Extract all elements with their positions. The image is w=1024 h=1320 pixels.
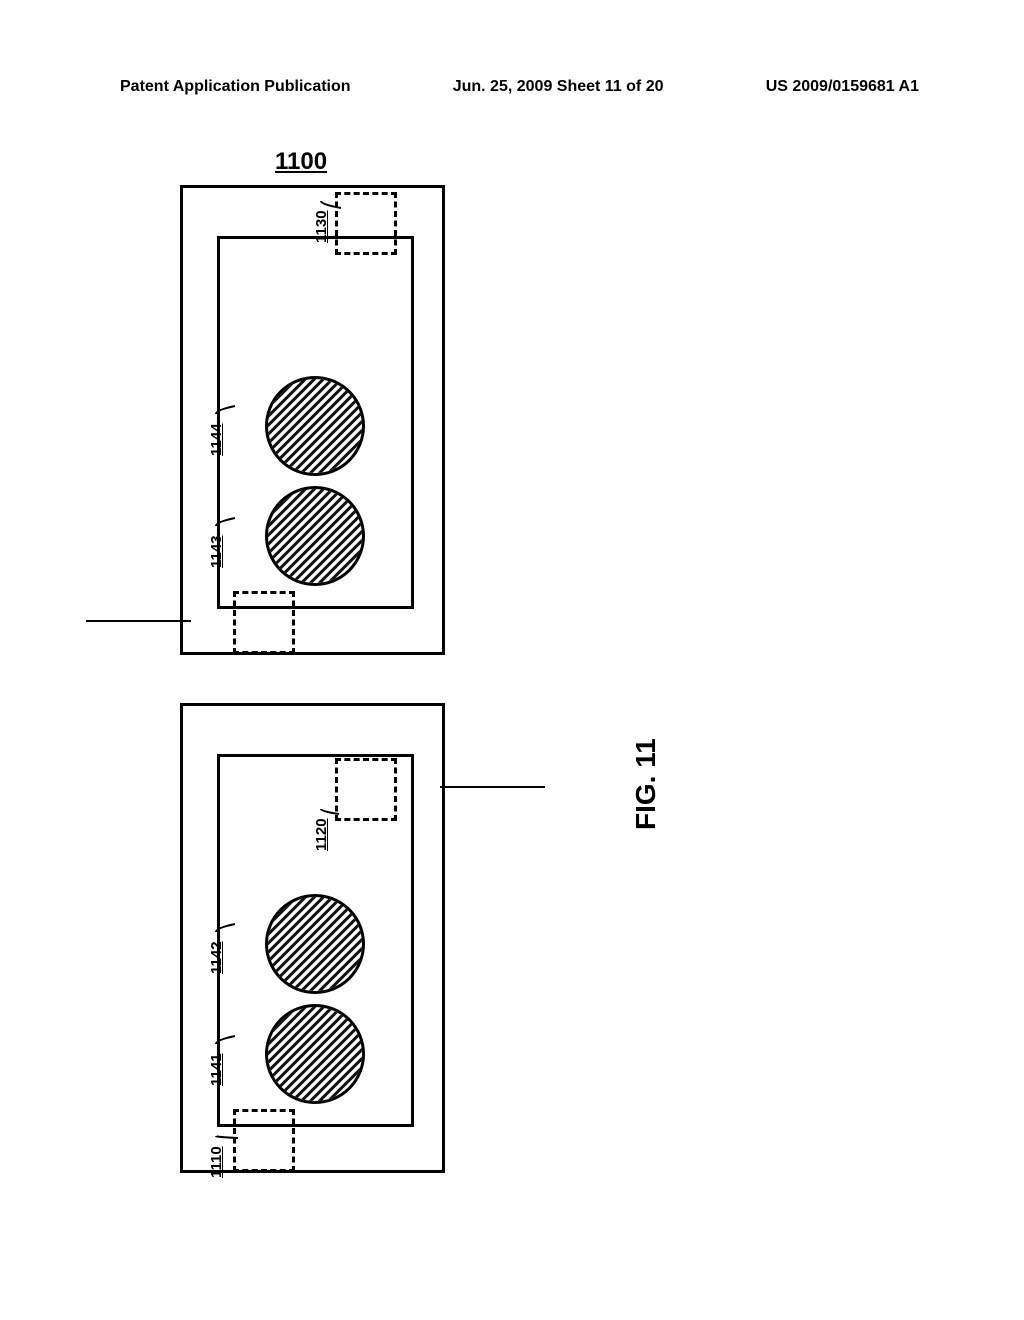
ref-label-1130: 1130 (313, 210, 330, 243)
ref-label-1141: 1141 (208, 1053, 225, 1086)
element-1141 (265, 1004, 365, 1104)
figure-caption: FIG. 11 (630, 738, 662, 830)
hook-unlabeled-bottom (233, 591, 295, 654)
hook-1120 (335, 758, 397, 821)
element-1144 (265, 376, 365, 476)
module-top: 1143 1144 1130 (180, 185, 445, 655)
element-1142 (265, 894, 365, 994)
cross-line-bottom (440, 786, 545, 788)
cross-line-top (86, 620, 191, 622)
header-right: US 2009/0159681 A1 (766, 78, 919, 96)
ref-label-1110: 1110 (208, 1146, 225, 1178)
page-header: Patent Application Publication Jun. 25, … (0, 78, 1024, 96)
element-1143 (265, 486, 365, 586)
header-left: Patent Application Publication (120, 78, 351, 96)
diagram-1100: 1110114111421120114311441130 (180, 185, 445, 1173)
header-center: Jun. 25, 2009 Sheet 11 of 20 (453, 78, 664, 96)
ref-label-1120: 1120 (313, 818, 330, 851)
hook-1110 (233, 1109, 295, 1172)
ref-label-1144: 1144 (208, 423, 225, 456)
ref-label-1143: 1143 (208, 535, 225, 568)
figure-title: 1100 (275, 148, 327, 176)
module-bottom: 1110114111421120 (180, 703, 445, 1173)
ref-label-1142: 1142 (208, 941, 225, 974)
